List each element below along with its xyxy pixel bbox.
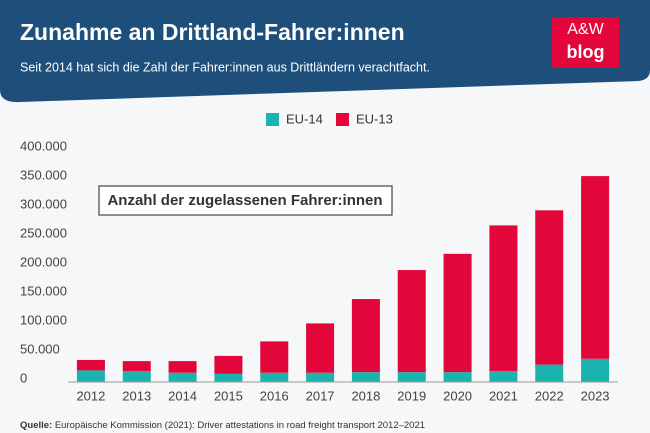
y-tick-label: 50.000 (20, 341, 60, 356)
bar-segment (122, 370, 151, 382)
bar-segment (351, 299, 380, 373)
bar-segment (351, 372, 380, 382)
y-tick-label: 350.000 (20, 167, 67, 182)
bar-segment (306, 372, 335, 382)
bar-segment (489, 370, 518, 382)
source-label: Quelle: (20, 420, 52, 431)
y-tick-label: 200.000 (20, 254, 67, 269)
y-tick-label: 300.000 (20, 196, 67, 211)
legend-swatch (266, 113, 279, 126)
chart-title: Zunahme an Drittland-Fahrer:innen (20, 19, 405, 45)
bar-segment (260, 372, 289, 382)
bar-segment (443, 253, 472, 373)
bar-segment (535, 210, 564, 365)
x-tick-label: 2023 (581, 388, 610, 403)
y-tick-label: 100.000 (20, 312, 67, 327)
x-tick-label: 2016 (260, 388, 289, 403)
bar-segment (306, 323, 335, 373)
legend-label: EU-13 (356, 111, 393, 126)
bar-segment (76, 359, 105, 371)
bar-segment (581, 358, 610, 382)
x-tick-label: 2020 (443, 388, 472, 403)
x-tick-label: 2013 (122, 388, 151, 403)
bar-segment (489, 225, 518, 371)
x-tick-label: 2019 (397, 388, 426, 403)
x-tick-label: 2015 (214, 388, 243, 403)
x-tick-label: 2018 (351, 388, 380, 403)
annotation: Anzahl der zugelassenen Fahrer:innen (107, 192, 382, 209)
bar-segment (397, 270, 426, 373)
annotation-box (98, 185, 393, 216)
y-tick-label: 250.000 (20, 225, 67, 240)
bar-segment (214, 355, 243, 374)
y-tick-label: 0 (20, 370, 27, 385)
legend-label: EU-14 (286, 111, 323, 126)
x-tick-label: 2012 (76, 388, 105, 403)
bar-segment (443, 372, 472, 382)
bar-segment (122, 361, 151, 371)
source-text: Europäische Kommission (2021): Driver at… (55, 420, 425, 431)
bar-segment (535, 364, 564, 382)
bar-segment (581, 176, 610, 359)
bar-segment (168, 372, 197, 382)
x-tick-label: 2022 (535, 388, 564, 403)
logo-top: A&W (567, 21, 604, 38)
logo-box (552, 17, 619, 68)
bar-segment (397, 372, 426, 382)
source: Quelle: Europäische Kommission (2021): D… (20, 420, 425, 431)
legend-swatch (336, 113, 349, 126)
logo-bottom: blog (567, 42, 605, 62)
bar-segment (260, 341, 289, 373)
bar-segment (214, 373, 243, 382)
chart-subtitle: Seit 2014 hat sich die Zahl der Fahrer:i… (20, 60, 430, 74)
y-tick-label: 400.000 (20, 138, 67, 153)
y-tick-label: 150.000 (20, 283, 67, 298)
bar-segment (168, 361, 197, 373)
x-tick-label: 2017 (306, 388, 335, 403)
x-tick-label: 2021 (489, 388, 518, 403)
x-tick-label: 2014 (168, 388, 197, 403)
header-band (0, 0, 650, 103)
bar-segment (76, 370, 105, 382)
